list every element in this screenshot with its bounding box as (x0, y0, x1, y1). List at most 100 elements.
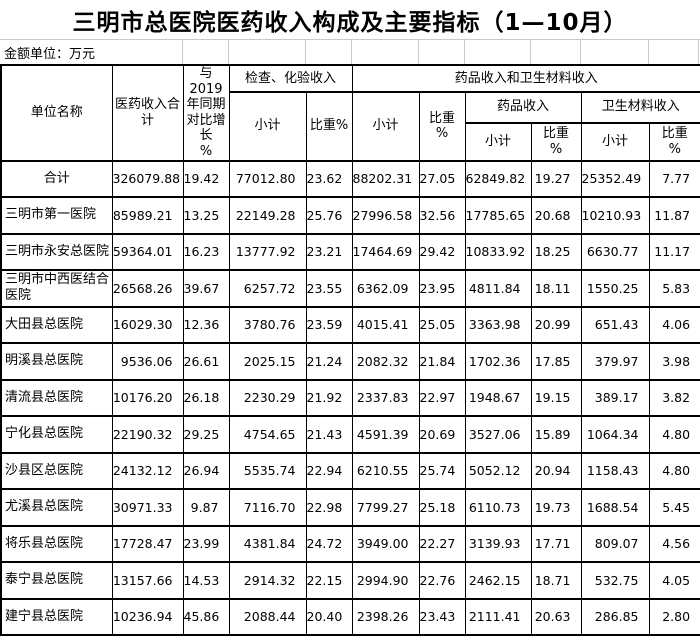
value-cell: 1688.54 (580, 488, 650, 527)
header-growth-vs-2019: 与2019 年同期 对比增 长 % (182, 64, 230, 162)
table-row: 大田县总医院 16029.30 12.36 3780.76 23.59 4015.41 25… (0, 305, 700, 345)
gridline (698, 40, 699, 64)
value-cell: 88202.31 (351, 159, 420, 199)
table-row: 三明市永安总医院 59364.01 16.23 13777.92 23.21 17464.… (0, 232, 700, 272)
value-cell: 23.21 (305, 232, 353, 272)
value-cell: 26568.26 (111, 269, 184, 308)
value-cell: 4.06 (648, 305, 700, 345)
value-cell: 21.43 (305, 415, 353, 454)
unit-name-cell: 三明市第一医院 (0, 196, 113, 235)
value-cell: 24.72 (305, 524, 353, 564)
value-cell: 2462.15 (464, 561, 532, 600)
gridline (530, 40, 531, 64)
value-cell: 22149.28 (228, 196, 307, 235)
value-cell: 3.98 (648, 342, 700, 381)
income-table: 单位名称 医药收入合计 与2019 年同期 对比增 长 % 检查、化验收入 药品… (0, 64, 700, 637)
header-material-subtotal: 小计 (580, 121, 650, 162)
value-cell: 20.40 (305, 597, 353, 637)
value-cell: 4.80 (648, 451, 700, 491)
value-cell: 14.53 (182, 561, 230, 600)
value-cell: 22.27 (418, 524, 466, 564)
value-cell: 4754.65 (228, 415, 307, 454)
value-cell: 3363.98 (464, 305, 532, 345)
value-cell: 2337.83 (351, 378, 420, 418)
unit-note-row: 金额单位：万元 (0, 39, 700, 64)
table-body: 合计 326079.88 19.42 77012.80 23.62 88202.31 27.… (0, 159, 700, 637)
value-cell: 32.56 (418, 196, 466, 235)
unit-name-cell: 三明市中西医结合医院 (0, 269, 113, 308)
header-material-share: 比重 % (648, 121, 700, 162)
value-cell: 6630.77 (580, 232, 650, 272)
value-cell: 10833.92 (464, 232, 532, 272)
value-cell: 85989.21 (111, 196, 184, 235)
value-cell: 20.63 (530, 597, 582, 637)
value-cell: 2230.29 (228, 378, 307, 418)
value-cell: 23.95 (418, 269, 466, 308)
value-cell: 13777.92 (228, 232, 307, 272)
header-drug-share: 比重 % (530, 121, 582, 162)
value-cell: 5.45 (648, 488, 700, 527)
value-cell: 27.05 (418, 159, 466, 199)
gridline (351, 40, 352, 64)
gridline (648, 40, 649, 64)
value-cell: 26.94 (182, 451, 230, 491)
value-cell: 25352.49 (580, 159, 650, 199)
value-cell: 2914.32 (228, 561, 307, 600)
value-cell: 22190.32 (111, 415, 184, 454)
value-cell: 326079.88 (111, 159, 184, 199)
value-cell: 17.71 (530, 524, 582, 564)
value-cell: 13157.66 (111, 561, 184, 600)
value-cell: 22.15 (305, 561, 353, 600)
value-cell: 62849.82 (464, 159, 532, 199)
header-drug-material-share: 比重 % (418, 91, 466, 162)
value-cell: 19.73 (530, 488, 582, 527)
value-cell: 9536.06 (111, 342, 184, 381)
unit-name-cell: 泰宁县总医院 (0, 561, 113, 600)
value-cell: 10176.20 (111, 378, 184, 418)
header-material-group: 卫生材料收入 (580, 91, 700, 124)
table-row: 尤溪县总医院 30971.33 9.87 7116.70 22.98 7799.27 25.… (0, 488, 700, 527)
value-cell: 2025.15 (228, 342, 307, 381)
value-cell: 19.42 (182, 159, 230, 199)
unit-note: 金额单位：万元 (4, 46, 96, 62)
value-cell: 23.62 (305, 159, 353, 199)
value-cell: 22.97 (418, 378, 466, 418)
value-cell: 5052.12 (464, 451, 532, 491)
table-row: 三明市第一医院 85989.21 13.25 22149.28 25.76 27996.5… (0, 196, 700, 235)
value-cell: 3.82 (648, 378, 700, 418)
value-cell: 21.84 (418, 342, 466, 381)
unit-name-cell: 合计 (0, 159, 113, 199)
value-cell: 45.86 (182, 597, 230, 637)
unit-name-cell: 三明市永安总医院 (0, 232, 113, 272)
value-cell: 18.11 (530, 269, 582, 308)
value-cell: 18.71 (530, 561, 582, 600)
value-cell: 9.87 (182, 488, 230, 527)
value-cell: 16029.30 (111, 305, 184, 345)
value-cell: 4811.84 (464, 269, 532, 308)
value-cell: 1158.43 (580, 451, 650, 491)
header-drug-group: 药品收入 (464, 91, 582, 124)
value-cell: 39.67 (182, 269, 230, 308)
value-cell: 4.80 (648, 415, 700, 454)
value-cell: 10210.93 (580, 196, 650, 235)
value-cell: 7116.70 (228, 488, 307, 527)
value-cell: 29.25 (182, 415, 230, 454)
value-cell: 30971.33 (111, 488, 184, 527)
value-cell: 809.07 (580, 524, 650, 564)
gridline (305, 40, 306, 64)
value-cell: 532.75 (580, 561, 650, 600)
value-cell: 7799.27 (351, 488, 420, 527)
value-cell: 25.05 (418, 305, 466, 345)
table-row: 将乐县总医院 17728.47 23.99 4381.84 24.72 3949.00 22… (0, 524, 700, 564)
value-cell: 21.92 (305, 378, 353, 418)
value-cell: 16.23 (182, 232, 230, 272)
value-cell: 22.76 (418, 561, 466, 600)
value-cell: 1550.25 (580, 269, 650, 308)
value-cell: 18.25 (530, 232, 582, 272)
value-cell: 4.56 (648, 524, 700, 564)
header-total-income: 医药收入合计 (111, 64, 184, 162)
value-cell: 77012.80 (228, 159, 307, 199)
value-cell: 3780.76 (228, 305, 307, 345)
page-title: 三明市总医院医药收入构成及主要指标（1—10月） (72, 9, 628, 36)
unit-name-cell: 建宁县总医院 (0, 597, 113, 637)
